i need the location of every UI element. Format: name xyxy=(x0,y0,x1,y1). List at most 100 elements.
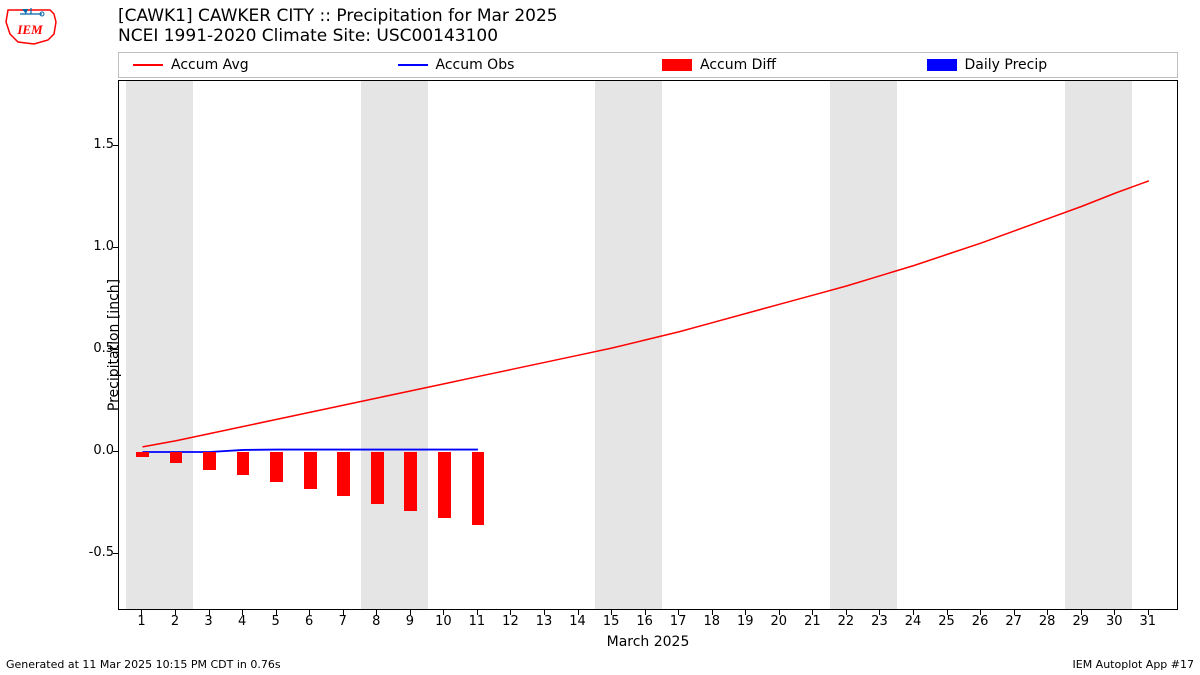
xtick-label: 1 xyxy=(137,614,145,629)
xtick-mark xyxy=(947,610,948,615)
xtick-label: 12 xyxy=(502,614,519,629)
xtick-label: 21 xyxy=(804,614,821,629)
xtick-mark xyxy=(712,610,713,615)
legend-item: Accum Avg xyxy=(119,57,384,73)
title-line-1: [CAWK1] CAWKER CITY :: Precipitation for… xyxy=(118,6,558,26)
ytick-mark xyxy=(113,451,118,452)
legend-label: Accum Avg xyxy=(171,57,249,73)
xtick-label: 2 xyxy=(171,614,179,629)
xtick-mark xyxy=(443,610,444,615)
xtick-label: 24 xyxy=(905,614,922,629)
xtick-mark xyxy=(343,610,344,615)
iem-logo: IEM xyxy=(4,4,60,48)
xtick-label: 13 xyxy=(536,614,553,629)
xtick-mark xyxy=(1014,610,1015,615)
xtick-mark xyxy=(913,610,914,615)
plot-svg xyxy=(119,81,1177,609)
xtick-label: 7 xyxy=(339,614,347,629)
legend-swatch xyxy=(662,59,692,71)
ytick-label: 1.0 xyxy=(74,239,114,254)
diff-bar xyxy=(270,452,283,482)
ytick-mark xyxy=(113,247,118,248)
diff-bar xyxy=(371,452,384,504)
legend-swatch xyxy=(133,64,163,66)
xtick-label: 6 xyxy=(305,614,313,629)
xtick-label: 30 xyxy=(1106,614,1123,629)
xtick-label: 23 xyxy=(871,614,888,629)
diff-bar xyxy=(170,452,183,463)
xtick-mark xyxy=(376,610,377,615)
xtick-mark xyxy=(812,610,813,615)
xtick-label: 19 xyxy=(737,614,754,629)
xtick-mark xyxy=(309,610,310,615)
svg-text:IEM: IEM xyxy=(16,22,43,37)
diff-bar xyxy=(304,452,317,489)
xtick-mark xyxy=(1081,610,1082,615)
xtick-mark xyxy=(141,610,142,615)
xtick-mark xyxy=(745,610,746,615)
xtick-mark xyxy=(611,610,612,615)
xtick-mark xyxy=(678,610,679,615)
diff-bar xyxy=(237,452,250,475)
legend-item: Accum Diff xyxy=(648,57,913,73)
plot-area xyxy=(118,80,1178,610)
xtick-label: 9 xyxy=(406,614,414,629)
xtick-mark xyxy=(846,610,847,615)
xtick-mark xyxy=(980,610,981,615)
xtick-label: 28 xyxy=(1039,614,1056,629)
xtick-mark xyxy=(175,610,176,615)
xtick-mark xyxy=(645,610,646,615)
xtick-label: 10 xyxy=(435,614,452,629)
xtick-label: 25 xyxy=(938,614,955,629)
xtick-mark xyxy=(879,610,880,615)
diff-bar xyxy=(404,452,417,511)
xtick-mark xyxy=(209,610,210,615)
xtick-mark xyxy=(276,610,277,615)
xtick-mark xyxy=(1114,610,1115,615)
xtick-mark xyxy=(510,610,511,615)
diff-bar xyxy=(438,452,451,518)
diff-bar xyxy=(472,452,485,525)
chart-title: [CAWK1] CAWKER CITY :: Precipitation for… xyxy=(118,6,558,47)
xtick-label: 4 xyxy=(238,614,246,629)
footer-timestamp: Generated at 11 Mar 2025 10:15 PM CDT in… xyxy=(6,658,281,671)
xtick-mark xyxy=(477,610,478,615)
legend-swatch xyxy=(398,64,428,66)
legend: Accum Avg Accum Obs Accum Diff Daily Precip xyxy=(118,52,1178,78)
ytick-label: -0.5 xyxy=(74,545,114,560)
xtick-mark xyxy=(578,610,579,615)
xtick-mark xyxy=(544,610,545,615)
x-axis-label: March 2025 xyxy=(607,634,690,650)
diff-bar xyxy=(136,452,149,457)
legend-item: Accum Obs xyxy=(384,57,649,73)
xtick-label: 27 xyxy=(1005,614,1022,629)
xtick-mark xyxy=(242,610,243,615)
xtick-label: 15 xyxy=(603,614,620,629)
xtick-label: 26 xyxy=(972,614,989,629)
xtick-mark xyxy=(1148,610,1149,615)
ytick-label: 0.5 xyxy=(74,341,114,356)
xtick-label: 20 xyxy=(771,614,788,629)
legend-label: Accum Diff xyxy=(700,57,776,73)
xtick-label: 31 xyxy=(1140,614,1157,629)
xtick-mark xyxy=(410,610,411,615)
ytick-mark xyxy=(113,553,118,554)
xtick-label: 29 xyxy=(1072,614,1089,629)
ytick-label: 0.0 xyxy=(74,443,114,458)
xtick-mark xyxy=(1047,610,1048,615)
xtick-label: 14 xyxy=(569,614,586,629)
xtick-mark xyxy=(779,610,780,615)
series-line xyxy=(142,181,1148,447)
xtick-label: 5 xyxy=(272,614,280,629)
xtick-label: 22 xyxy=(838,614,855,629)
footer-appname: IEM Autoplot App #17 xyxy=(1073,658,1195,671)
legend-swatch xyxy=(927,59,957,71)
diff-bar xyxy=(337,452,350,496)
legend-item: Daily Precip xyxy=(913,57,1178,73)
title-line-2: NCEI 1991-2020 Climate Site: USC00143100 xyxy=(118,26,558,46)
ytick-mark xyxy=(113,349,118,350)
legend-label: Accum Obs xyxy=(436,57,515,73)
xtick-label: 8 xyxy=(372,614,380,629)
xtick-label: 16 xyxy=(636,614,653,629)
xtick-label: 17 xyxy=(670,614,687,629)
